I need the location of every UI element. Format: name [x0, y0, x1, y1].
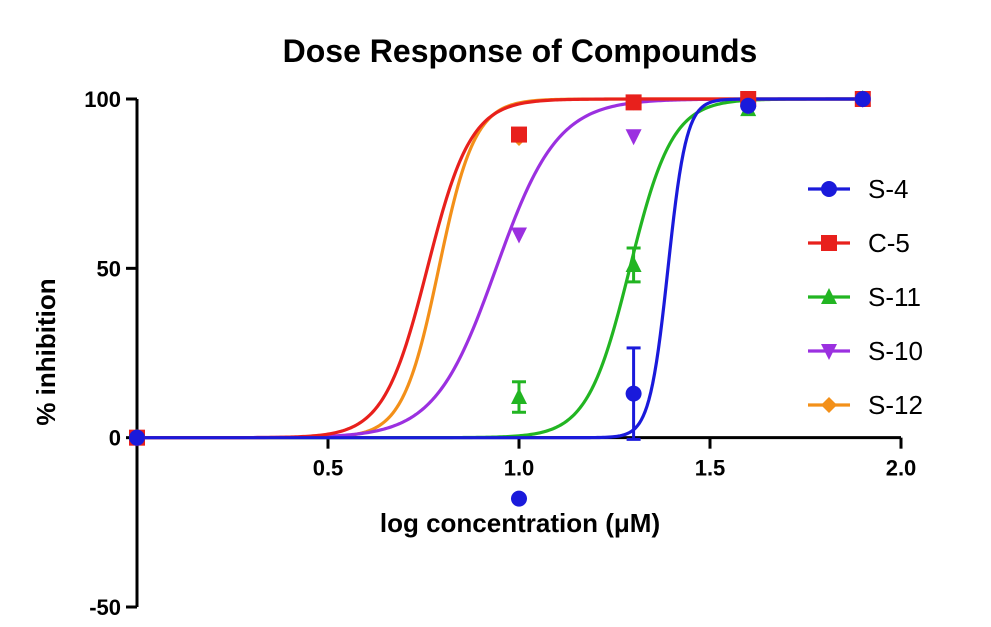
- data-point-s-4: [511, 490, 527, 507]
- y-tick-label: 100: [84, 87, 121, 112]
- legend-marker: [821, 235, 837, 251]
- fit-curve-s-12: [137, 97, 863, 440]
- y-tick-label: 50: [97, 256, 121, 281]
- legend-label: S-12: [868, 390, 923, 420]
- legend-label: S-10: [868, 336, 923, 366]
- legend-label: S-11: [868, 282, 921, 312]
- y-axis-label: % inhibition: [31, 278, 61, 425]
- legend-label: S-4: [868, 174, 908, 204]
- chart-title: Dose Response of Compounds: [283, 33, 758, 69]
- fit-curve-c-5: [137, 97, 863, 440]
- data-point-s-10: [511, 227, 527, 244]
- data-point-c-5: [625, 94, 642, 111]
- y-tick-label: 0: [109, 426, 121, 451]
- fit-curve-s-11: [137, 97, 863, 440]
- x-tick-label: 1.5: [695, 456, 726, 481]
- legend-marker: [821, 397, 837, 413]
- data-markers: [129, 90, 871, 507]
- data-point-s-11: [511, 388, 527, 405]
- data-point-s-4: [740, 97, 757, 114]
- fit-curve-s-10: [137, 97, 863, 440]
- x-tick-label: 1.0: [504, 456, 535, 481]
- x-tick-label: 0.5: [313, 456, 344, 481]
- data-point-s-4: [625, 385, 642, 402]
- fit-curves: [137, 97, 863, 440]
- legend-marker: [821, 344, 837, 360]
- x-tick-label: 2.0: [886, 456, 917, 481]
- x-ticks: 0.5 1.0 1.5 2.0: [313, 437, 917, 481]
- axes: -50 0 50 100 0.5 1.0 1.5 2.0: [84, 87, 916, 620]
- y-ticks: -50 0 50 100: [84, 87, 137, 620]
- data-point-s-4: [129, 429, 145, 446]
- data-point-s-11: [625, 255, 642, 272]
- y-tick-label: -50: [89, 595, 121, 620]
- data-point-s-4: [854, 91, 871, 107]
- fit-curve-s-4: [137, 97, 863, 440]
- legend-marker: [821, 288, 837, 304]
- data-point-c-5: [511, 126, 527, 143]
- x-axis-label: log concentration (μM): [380, 508, 660, 538]
- legend-label: C-5: [868, 228, 910, 258]
- legend: S-4 C-5 S-11 S-10 S-12: [808, 174, 923, 420]
- legend-marker: [821, 181, 837, 197]
- data-point-s-10: [625, 129, 642, 146]
